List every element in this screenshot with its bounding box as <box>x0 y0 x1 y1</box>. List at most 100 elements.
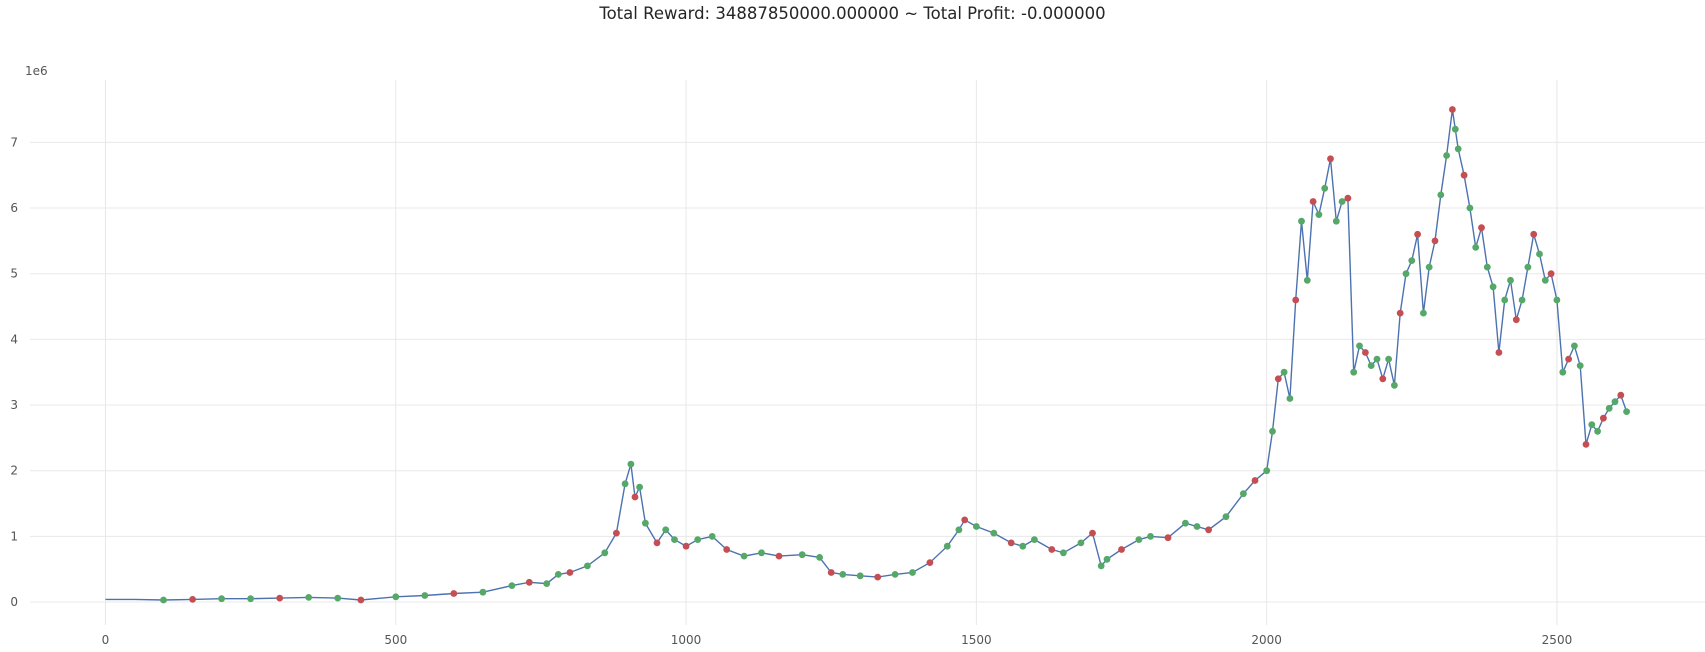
short-position-marker <box>1449 106 1456 113</box>
long-position-marker <box>758 549 765 557</box>
long-position-marker <box>1385 355 1392 363</box>
short-position-marker <box>1251 477 1259 484</box>
long-position-marker <box>1451 125 1459 133</box>
long-position-marker <box>856 572 864 580</box>
x-tick-label: 1500 <box>961 633 992 647</box>
short-position-marker <box>525 578 533 586</box>
long-position-marker <box>973 523 980 530</box>
long-position-marker <box>1588 421 1596 429</box>
long-position-marker <box>1222 513 1230 521</box>
long-position-marker <box>694 536 702 543</box>
long-position-marker <box>1536 250 1543 258</box>
long-position-marker <box>1031 536 1038 543</box>
long-position-marker <box>1286 395 1294 402</box>
long-position-marker <box>1489 283 1497 291</box>
long-position-marker <box>1454 145 1462 153</box>
long-position-marker <box>1559 368 1567 376</box>
long-position-marker <box>543 580 551 587</box>
long-position-marker <box>1182 519 1189 527</box>
short-position-marker <box>613 529 620 537</box>
long-position-marker <box>1193 523 1201 530</box>
long-position-marker <box>1571 342 1578 350</box>
y-tick-label: 2 <box>10 464 18 478</box>
long-position-marker <box>816 554 823 561</box>
short-position-marker <box>566 569 574 576</box>
long-position-marker <box>1420 309 1427 317</box>
long-position-marker <box>1611 398 1619 406</box>
long-position-marker <box>1594 427 1601 435</box>
long-position-marker <box>943 542 951 550</box>
long-position-marker <box>1466 204 1474 212</box>
long-position-marker <box>627 460 635 468</box>
short-position-marker <box>653 539 661 547</box>
long-position-marker <box>1524 263 1532 271</box>
long-position-marker <box>1303 276 1311 284</box>
long-position-marker <box>392 593 400 601</box>
short-position-marker <box>1478 224 1485 232</box>
long-position-marker <box>1332 217 1340 225</box>
x-tick-label: 500 <box>384 633 407 647</box>
long-position-marker <box>334 594 342 602</box>
long-position-marker <box>584 562 591 570</box>
long-position-marker <box>662 526 670 534</box>
long-position-marker <box>601 549 609 557</box>
short-position-marker <box>775 552 783 560</box>
y-axis-offset-label: 1e6 <box>25 64 48 78</box>
long-position-marker <box>1443 152 1450 159</box>
long-position-marker <box>1350 368 1358 376</box>
long-position-marker <box>554 571 562 578</box>
long-position-marker <box>955 526 963 534</box>
long-position-marker <box>1605 404 1613 412</box>
long-position-marker <box>990 529 998 537</box>
long-position-marker <box>909 569 916 576</box>
short-position-marker <box>1547 270 1555 278</box>
long-position-marker <box>671 536 678 543</box>
long-position-marker <box>1338 198 1346 205</box>
long-position-marker <box>421 592 429 599</box>
long-position-marker <box>1472 244 1480 251</box>
short-position-marker <box>961 516 969 524</box>
long-position-marker <box>1576 362 1584 369</box>
grid-layer <box>30 80 1705 625</box>
long-position-marker <box>1356 342 1363 350</box>
long-position-marker <box>1402 270 1410 278</box>
short-position-marker <box>1118 546 1125 553</box>
long-position-marker <box>1240 490 1247 498</box>
short-position-marker <box>1379 375 1387 383</box>
short-position-marker <box>1617 391 1625 399</box>
price-line-layer <box>105 109 1628 601</box>
long-position-marker <box>1507 276 1514 284</box>
short-position-marker <box>1565 355 1572 363</box>
short-position-marker <box>874 573 882 581</box>
short-position-marker <box>1007 539 1015 547</box>
long-position-marker <box>1425 263 1433 271</box>
short-position-marker <box>1512 316 1520 324</box>
y-tick-label: 1 <box>10 529 18 543</box>
short-position-marker <box>682 542 690 550</box>
short-position-marker <box>1327 155 1334 163</box>
long-position-marker <box>891 571 899 578</box>
long-position-marker <box>218 595 226 603</box>
long-position-marker <box>642 519 649 527</box>
long-position-marker <box>1147 533 1154 540</box>
long-position-marker <box>1298 217 1305 225</box>
long-position-marker <box>621 480 629 488</box>
long-position-marker <box>1541 276 1549 284</box>
y-tick-label: 0 <box>10 595 18 609</box>
long-position-marker <box>1437 191 1445 199</box>
long-position-marker <box>636 483 643 491</box>
short-position-marker <box>1396 309 1404 317</box>
short-position-marker <box>1048 546 1056 553</box>
long-position-marker <box>1103 555 1111 563</box>
y-tick-label: 5 <box>10 267 18 281</box>
short-position-marker <box>1495 349 1503 356</box>
long-position-marker <box>839 571 847 578</box>
short-position-marker <box>450 590 458 597</box>
short-position-marker <box>1274 375 1282 383</box>
short-position-marker <box>1530 230 1538 238</box>
long-position-marker <box>1077 539 1085 547</box>
short-position-marker <box>926 559 934 566</box>
x-tick-label: 2000 <box>1251 633 1282 647</box>
